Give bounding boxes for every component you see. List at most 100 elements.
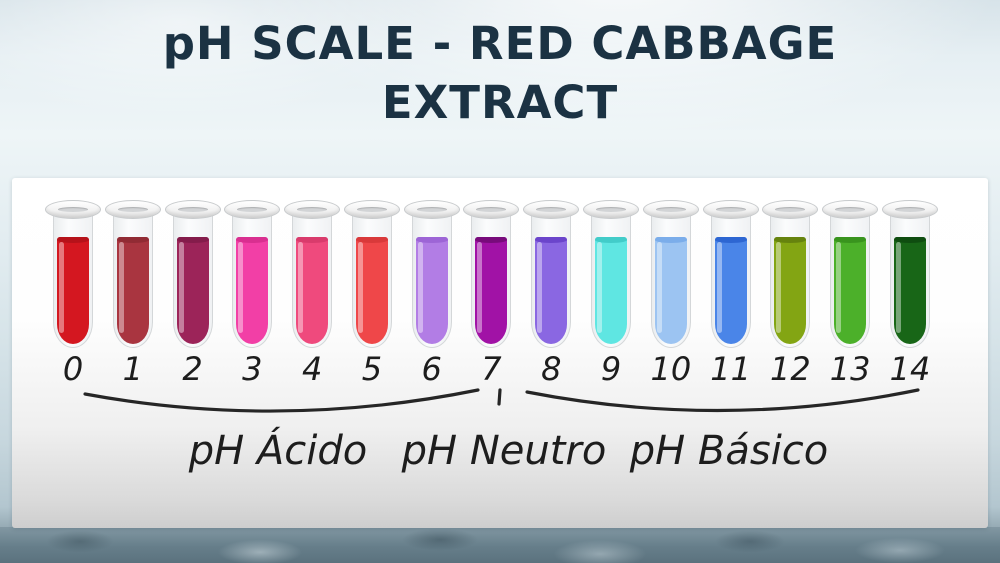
test-tube: 4 <box>284 200 341 390</box>
test-tube-rim <box>642 200 699 219</box>
tube-ph-label: 10 <box>650 350 692 388</box>
tube-liquid <box>236 237 269 344</box>
test-tube-rim-opening <box>177 207 208 212</box>
basic-range-brace <box>525 388 920 413</box>
test-tube-rim <box>463 200 520 219</box>
tube-ph-label: 0 <box>62 350 84 388</box>
tube-liquid-surface <box>236 237 269 243</box>
tube-ph-label: 4 <box>301 350 323 388</box>
tube-liquid <box>176 237 209 344</box>
tube-liquid <box>714 237 747 344</box>
test-tube-rim-opening <box>416 207 447 212</box>
tube-ph-label: 1 <box>122 350 143 388</box>
test-tube-rim <box>702 200 759 219</box>
test-tube-rim <box>164 200 221 219</box>
tube-ph-label: 8 <box>541 350 562 388</box>
test-tube-rim-opening <box>356 207 387 212</box>
test-tube-glass <box>531 212 572 348</box>
tube-liquid <box>654 237 687 344</box>
tube-ph-label: 3 <box>242 350 263 388</box>
tube-ph-label: 12 <box>770 350 811 388</box>
tube-liquid-surface <box>116 237 149 243</box>
tube-liquid-surface <box>834 237 867 243</box>
test-tube: 7 <box>463 200 520 390</box>
test-tube-glass <box>591 212 632 348</box>
test-tube-glass <box>770 212 811 348</box>
test-tube: 14 <box>881 200 938 390</box>
test-tube-glass <box>351 212 392 348</box>
tube-ph-label: 6 <box>421 350 442 388</box>
test-tube-rim-opening <box>536 207 567 212</box>
test-tube-rim <box>881 200 938 219</box>
test-tube-rim-opening <box>297 207 328 212</box>
tube-liquid <box>774 237 807 344</box>
test-tube-rim <box>822 200 879 219</box>
test-tube-rim-opening <box>58 207 88 212</box>
test-tube: 0 <box>45 200 101 390</box>
test-tube-glass <box>411 212 452 348</box>
tube-ph-label: 2 <box>182 350 203 388</box>
tube-ph-label: 11 <box>710 350 751 388</box>
test-tube: 11 <box>702 200 759 390</box>
tube-ph-label: 13 <box>829 350 871 388</box>
tube-liquid-surface <box>355 237 388 243</box>
test-tube-rim-opening <box>655 207 686 212</box>
test-tube-rim-opening <box>894 207 925 212</box>
tube-liquid-surface <box>595 237 628 243</box>
tube-ph-label: 14 <box>889 350 931 388</box>
tube-liquid <box>893 237 926 344</box>
test-tube-rim-opening <box>715 207 746 212</box>
tube-liquid-surface <box>415 237 448 243</box>
title-line-2: EXTRACT <box>381 76 619 129</box>
tube-liquid-surface <box>535 237 568 243</box>
test-tube: 10 <box>642 200 699 390</box>
test-tube-glass <box>112 212 153 348</box>
test-tube-rim-opening <box>835 207 866 212</box>
tube-liquid-surface <box>176 237 209 243</box>
test-tube: 9 <box>583 200 640 390</box>
range-braces <box>83 388 920 413</box>
test-tube-rim <box>523 200 580 219</box>
tube-ph-label: 5 <box>361 350 383 388</box>
test-tube-rim <box>45 200 101 219</box>
test-tube-glass <box>710 212 751 348</box>
test-tube-glass <box>830 212 871 348</box>
tube-liquid-surface <box>714 237 747 243</box>
label-ph-neutro: pH Neutro <box>401 428 607 474</box>
tube-row: 0 1 2 <box>45 200 938 390</box>
tube-ph-label: 9 <box>600 350 622 388</box>
test-tube-rim-opening <box>237 207 268 212</box>
label-ph-acido: pH Ácido <box>188 428 368 474</box>
neutral-tick <box>497 388 502 406</box>
test-tube: 8 <box>523 200 580 390</box>
tube-liquid-surface <box>774 237 807 243</box>
test-tube: 5 <box>343 200 400 390</box>
tube-liquid-surface <box>893 237 926 243</box>
test-tube-glass <box>53 212 93 348</box>
test-tube: 12 <box>762 200 819 390</box>
test-tube-rim <box>762 200 819 219</box>
tube-liquid-surface <box>57 237 89 243</box>
tube-liquid <box>475 237 508 344</box>
test-tube: 1 <box>104 200 161 390</box>
ph-scale-panel: 0 1 2 <box>12 178 988 528</box>
test-tube-glass <box>889 212 930 348</box>
tube-liquid <box>296 237 329 344</box>
test-tube-glass <box>232 212 273 348</box>
test-tube-glass <box>471 212 512 348</box>
tube-liquid <box>535 237 568 344</box>
title-line-1: pH SCALE - RED CABBAGE <box>162 17 838 70</box>
tube-liquid <box>57 237 89 344</box>
test-tube-rim <box>403 200 460 219</box>
tube-liquid <box>116 237 149 344</box>
test-tube: 6 <box>403 200 460 390</box>
test-tube-rim <box>583 200 640 219</box>
test-tube-glass <box>650 212 691 348</box>
page-title: pH SCALE - RED CABBAGE EXTRACT <box>0 14 1000 132</box>
test-tube-rim <box>224 200 281 219</box>
tube-liquid <box>834 237 867 344</box>
test-tube: 13 <box>822 200 879 390</box>
tube-liquid-surface <box>296 237 329 243</box>
tube-liquid <box>595 237 628 344</box>
test-tube-rim <box>343 200 400 219</box>
